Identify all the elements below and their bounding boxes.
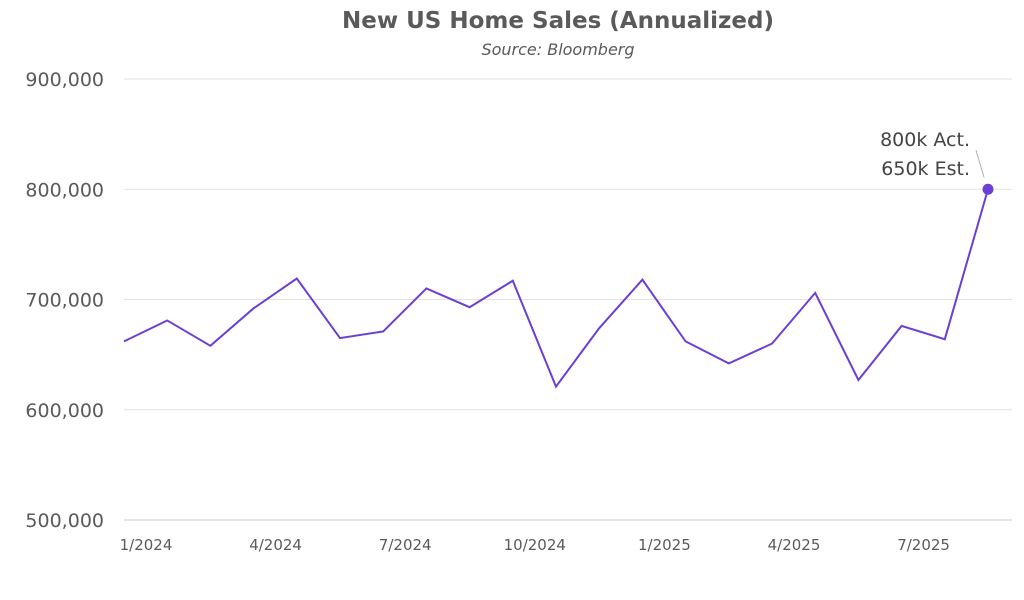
x-tick-label: 1/2024	[120, 536, 173, 554]
annotation-leader-line	[975, 150, 985, 178]
y-tick-label: 800,000	[25, 179, 104, 201]
x-tick-label: 10/2024	[504, 536, 566, 554]
y-tick-label: 600,000	[25, 400, 104, 422]
x-tick-label: 7/2024	[379, 536, 432, 554]
x-tick-label: 4/2024	[249, 536, 302, 554]
series-line	[123, 188, 989, 389]
annotation-group: 800k Act. 650k Est.	[880, 129, 994, 195]
y-tick-label: 500,000	[25, 510, 104, 532]
chart-title: New US Home Sales (Annualized)	[342, 8, 774, 34]
x-axis-ticks: 1/2024 4/2024 7/2024 10/2024 1/2025 4/2025 7/2…	[120, 536, 950, 554]
x-tick-label: 4/2025	[768, 536, 821, 554]
x-tick-label: 1/2025	[638, 536, 691, 554]
annotation-label: 800k Act.	[880, 129, 970, 151]
y-tick-label: 700,000	[25, 290, 104, 312]
annotation-label: 650k Est.	[881, 158, 970, 180]
gridlines	[124, 78, 1012, 521]
x-tick-label: 7/2025	[897, 536, 950, 554]
series-group	[123, 188, 989, 389]
chart-subtitle: Source: Bloomberg	[481, 40, 634, 59]
highlighted-data-point	[982, 183, 994, 195]
y-tick-label: 900,000	[25, 69, 104, 91]
y-axis-ticks: 500,000 600,000 700,000 800,000 900,000	[25, 69, 104, 532]
